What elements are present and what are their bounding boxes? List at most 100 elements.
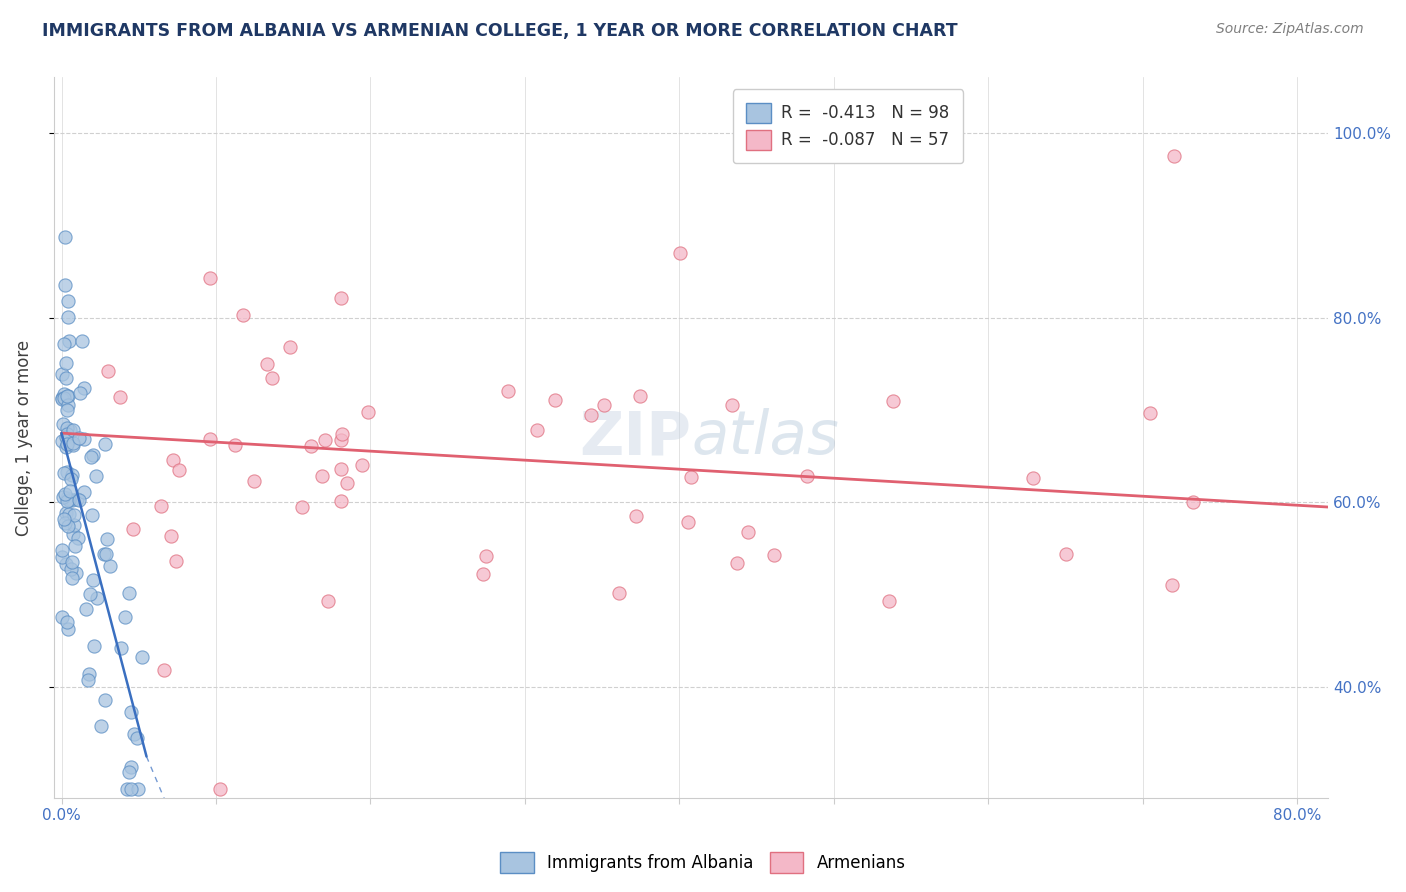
Point	[882, 393, 904, 408]
Point	[316, 594, 339, 608]
Point	[62, 423, 84, 437]
Point	[628, 389, 651, 403]
Point	[115, 781, 138, 796]
Point	[51, 543, 73, 558]
Point	[65, 566, 87, 580]
Point	[63, 539, 86, 553]
Point	[1182, 495, 1205, 509]
Point	[59, 423, 82, 437]
Point	[149, 499, 172, 513]
Point	[53, 487, 76, 501]
Point	[291, 500, 314, 514]
Point	[122, 522, 145, 536]
Point	[262, 371, 284, 385]
Point	[56, 388, 79, 402]
Point	[329, 434, 352, 448]
Text: atlas: atlas	[690, 409, 839, 467]
Point	[55, 506, 77, 520]
Point	[58, 518, 80, 533]
Point	[79, 450, 101, 465]
Point	[51, 392, 73, 407]
Point	[62, 527, 84, 541]
Point	[62, 436, 84, 450]
Point	[53, 516, 76, 530]
Point	[55, 430, 77, 444]
Point	[581, 408, 603, 422]
Point	[63, 518, 86, 533]
Point	[669, 245, 692, 260]
Point	[1161, 578, 1184, 592]
Point	[120, 759, 142, 773]
Point	[330, 494, 353, 508]
Point	[52, 417, 75, 431]
Legend: Immigrants from Albania, Armenians: Immigrants from Albania, Armenians	[494, 846, 912, 880]
Point	[114, 610, 136, 624]
Point	[52, 336, 75, 351]
Point	[544, 393, 567, 408]
Point	[86, 591, 108, 606]
Point	[62, 438, 84, 452]
Point	[681, 469, 703, 483]
Point	[69, 385, 91, 400]
Point	[721, 398, 744, 412]
Point	[224, 438, 246, 452]
Point	[676, 515, 699, 529]
Point	[60, 492, 83, 507]
Point	[200, 432, 222, 446]
Point	[1054, 547, 1077, 561]
Point	[120, 781, 142, 796]
Point	[330, 291, 353, 305]
Point	[607, 586, 630, 600]
Point	[93, 547, 115, 561]
Point	[53, 278, 76, 293]
Point	[56, 403, 79, 417]
Point	[82, 573, 104, 587]
Point	[877, 594, 900, 608]
Point	[165, 554, 187, 568]
Point	[131, 650, 153, 665]
Point	[593, 398, 616, 412]
Point	[311, 468, 333, 483]
Point	[55, 437, 77, 451]
Point	[232, 309, 254, 323]
Point	[208, 781, 231, 796]
Point	[725, 556, 748, 570]
Point	[55, 441, 77, 455]
Point	[108, 390, 131, 404]
Point	[56, 491, 79, 506]
Point	[72, 485, 94, 500]
Point	[98, 559, 121, 574]
Point	[97, 364, 120, 378]
Point	[60, 472, 83, 486]
Point	[75, 602, 97, 616]
Point	[55, 356, 77, 370]
Point	[314, 434, 336, 448]
Point	[278, 340, 301, 354]
Point	[122, 727, 145, 741]
Point	[60, 571, 83, 585]
Point	[526, 423, 548, 437]
Point	[51, 610, 73, 624]
Point	[52, 491, 75, 505]
Point	[94, 437, 117, 451]
Point	[77, 673, 100, 687]
Point	[243, 474, 266, 488]
Point	[56, 310, 79, 324]
Point	[330, 426, 353, 441]
Point	[83, 640, 105, 654]
Point	[352, 458, 374, 472]
Point	[59, 562, 82, 576]
Point	[59, 483, 82, 498]
Point	[53, 229, 76, 244]
Text: IMMIGRANTS FROM ALBANIA VS ARMENIAN COLLEGE, 1 YEAR OR MORE CORRELATION CHART: IMMIGRANTS FROM ALBANIA VS ARMENIAN COLL…	[42, 22, 957, 40]
Point	[51, 391, 73, 405]
Point	[58, 492, 80, 507]
Point	[796, 469, 818, 483]
Point	[160, 528, 183, 542]
Point	[66, 491, 89, 506]
Point	[1022, 471, 1045, 485]
Point	[127, 781, 149, 796]
Point	[82, 508, 104, 523]
Point	[56, 433, 79, 447]
Text: ZIP: ZIP	[579, 409, 690, 467]
